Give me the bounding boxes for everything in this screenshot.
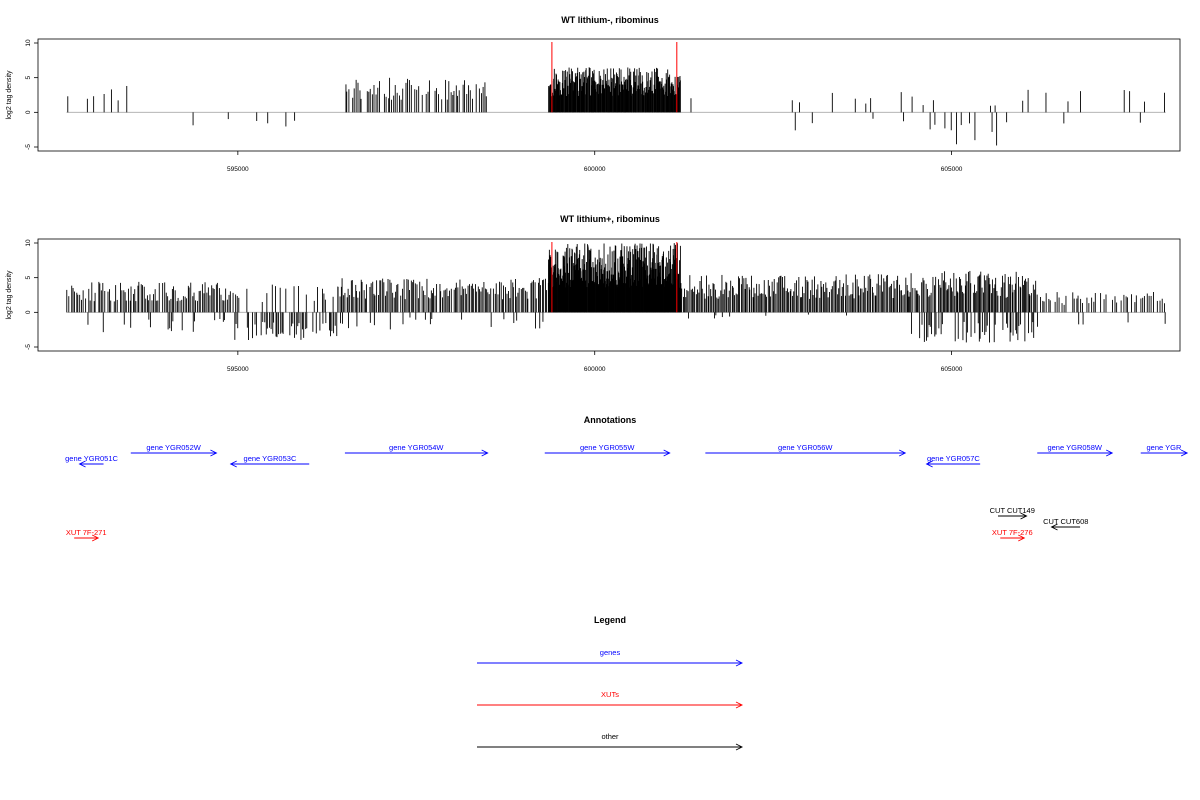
annotation-features: gene YGR052W gene YGR054W gene YGR055W gene…	[65, 443, 1189, 542]
gene-feature: gene YGR056W	[705, 443, 907, 457]
x-axis: 595000 600000 605000	[227, 351, 963, 373]
gene-feature: gene YGR051C	[65, 454, 119, 468]
feature-label: XUT 7F-276	[992, 528, 1033, 537]
gene-feature: gene YGR057C	[925, 454, 980, 468]
x-tick-label: 605000	[941, 166, 963, 173]
y-axis-label: log2 tag density	[6, 70, 13, 120]
cut-feature: CUT CUT149	[990, 506, 1035, 520]
gene-feature: gene YGR052W	[130, 443, 218, 457]
cut-feature: CUT CUT608	[1043, 517, 1088, 531]
legend-entry-other: other	[477, 732, 744, 751]
feature-label: gene YGR052W	[146, 443, 201, 452]
arrow-head	[735, 659, 744, 667]
xut-feature: XUT 7F-271	[66, 528, 107, 542]
feature-label: CUT CUT149	[990, 506, 1035, 515]
gene-feature: gene YGR	[1140, 443, 1189, 457]
plot-frame	[37, 238, 1181, 352]
arrow-head	[1105, 449, 1114, 457]
legend-title: Legend	[594, 615, 626, 625]
arrow-head	[1050, 523, 1058, 531]
arrow-head	[1180, 449, 1189, 457]
annotation-track: Annotations gene YGR052W gene YGR054W gene…	[65, 415, 1189, 542]
x-tick-label: 605000	[941, 366, 963, 373]
legend-entry-gene: genes	[477, 648, 744, 667]
gene-feature: gene YGR053C	[229, 454, 310, 468]
feature-label: gene YGR055W	[580, 443, 635, 452]
track-title: WT lithium+, ribominus	[560, 214, 660, 224]
gene-feature: gene YGR055W	[544, 443, 671, 457]
feature-label: gene YGR057C	[927, 454, 980, 463]
plot-frame	[37, 38, 1181, 152]
x-tick-label: 595000	[227, 366, 249, 373]
region-markers	[551, 242, 678, 313]
feature-label: gene YGR053C	[244, 454, 297, 463]
x-tick-label: 595000	[227, 166, 249, 173]
density-bars	[66, 67, 1166, 146]
legend-entry-xut: XUTs	[477, 690, 744, 709]
legend-label: XUTs	[601, 690, 619, 699]
xut-feature: XUT 7F-276	[992, 528, 1033, 542]
feature-label: gene YGR054W	[389, 443, 444, 452]
x-tick-label: 600000	[584, 166, 606, 173]
y-tick-label: 0	[25, 110, 32, 114]
gene-feature: gene YGR054W	[344, 443, 489, 457]
y-tick-label: 0	[25, 310, 32, 314]
arrow-head	[663, 449, 671, 457]
y-axis-label: log2 tag density	[6, 270, 13, 320]
track-panel-lithium-minus: WT lithium-, ribominus log2 tag density …	[6, 15, 1181, 173]
arrow-head	[1020, 512, 1028, 520]
arrow-head	[1018, 534, 1026, 542]
arrow-head	[210, 449, 218, 457]
track-panel-lithium-plus: WT lithium+, ribominus log2 tag density …	[6, 214, 1181, 373]
legend-label: genes	[600, 648, 621, 657]
arrow-head	[735, 743, 744, 751]
feature-label: XUT 7F-271	[66, 528, 107, 537]
y-tick-label: 10	[25, 239, 32, 247]
x-axis: 595000 600000 605000	[227, 151, 963, 173]
arrow-head	[229, 460, 237, 468]
arrow-head	[899, 449, 907, 457]
density-bars	[66, 243, 1166, 343]
legend-label: other	[601, 732, 619, 741]
legend-entries: genes XUTs other	[477, 648, 744, 751]
y-tick-label: 5	[25, 275, 32, 279]
feature-label: gene YGR058W	[1047, 443, 1102, 452]
legend: Legend genes XUTs other	[477, 615, 744, 751]
y-tick-label: -5	[25, 344, 32, 350]
feature-label: CUT CUT608	[1043, 517, 1088, 526]
feature-label: gene YGR	[1146, 443, 1181, 452]
region-markers	[551, 42, 678, 113]
annotations-title: Annotations	[584, 415, 637, 425]
x-tick-label: 600000	[584, 366, 606, 373]
arrow-head	[78, 460, 86, 468]
y-tick-label: 10	[25, 39, 32, 47]
y-axis: -5 0 5 10	[25, 39, 38, 150]
y-tick-label: -5	[25, 144, 32, 150]
track-title: WT lithium-, ribominus	[561, 15, 659, 25]
y-tick-label: 5	[25, 75, 32, 79]
arrow-head	[925, 460, 933, 468]
y-axis: -5 0 5 10	[25, 239, 38, 350]
gene-feature: gene YGR058W	[1037, 443, 1114, 457]
arrow-head	[481, 449, 489, 457]
feature-label: gene YGR051C	[65, 454, 118, 463]
feature-label: gene YGR056W	[778, 443, 833, 452]
arrow-head	[91, 534, 100, 542]
arrow-head	[735, 701, 744, 709]
